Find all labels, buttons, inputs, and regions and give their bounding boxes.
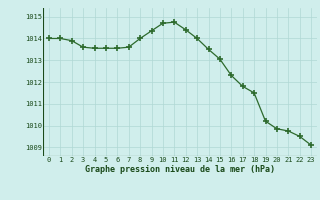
X-axis label: Graphe pression niveau de la mer (hPa): Graphe pression niveau de la mer (hPa) — [85, 165, 275, 174]
